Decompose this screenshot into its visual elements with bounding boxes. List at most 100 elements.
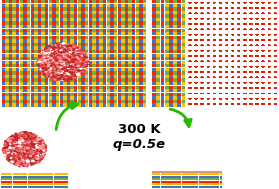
Circle shape <box>84 70 85 71</box>
Bar <box>23 7 27 11</box>
Circle shape <box>32 153 35 154</box>
Bar <box>132 25 135 28</box>
Circle shape <box>25 145 28 147</box>
Bar <box>169 86 173 89</box>
Circle shape <box>65 57 69 59</box>
Circle shape <box>65 71 69 73</box>
Bar <box>85 100 88 103</box>
Bar <box>5 46 8 50</box>
Bar <box>52 64 56 67</box>
Bar <box>190 183 194 185</box>
Circle shape <box>67 47 71 49</box>
Circle shape <box>24 134 27 137</box>
Bar <box>182 178 186 180</box>
Circle shape <box>51 74 53 75</box>
Circle shape <box>49 57 51 59</box>
Circle shape <box>32 158 36 160</box>
Circle shape <box>13 161 15 162</box>
Circle shape <box>33 144 35 146</box>
Circle shape <box>37 149 40 152</box>
Circle shape <box>16 163 20 166</box>
Bar <box>232 28 234 30</box>
Circle shape <box>73 54 76 56</box>
Circle shape <box>62 63 66 66</box>
Bar <box>45 25 48 28</box>
Circle shape <box>55 62 59 64</box>
Circle shape <box>15 145 19 147</box>
Circle shape <box>23 135 27 138</box>
Circle shape <box>53 63 56 65</box>
Circle shape <box>63 78 67 80</box>
Bar <box>225 61 228 62</box>
Circle shape <box>25 139 27 140</box>
Circle shape <box>74 70 76 72</box>
Circle shape <box>36 137 39 139</box>
Circle shape <box>9 145 10 146</box>
Circle shape <box>32 134 34 135</box>
Bar <box>78 103 81 107</box>
Circle shape <box>52 64 54 65</box>
Circle shape <box>39 143 41 144</box>
Bar <box>89 4 92 7</box>
Circle shape <box>62 77 66 79</box>
Bar <box>89 36 92 39</box>
Circle shape <box>84 57 86 59</box>
Circle shape <box>7 150 9 152</box>
Circle shape <box>25 158 29 161</box>
Bar <box>129 64 132 67</box>
Bar <box>56 32 59 36</box>
Bar <box>250 55 252 57</box>
Circle shape <box>64 64 66 66</box>
Circle shape <box>38 150 40 151</box>
Bar <box>118 103 121 107</box>
Circle shape <box>51 67 54 69</box>
Bar <box>9 75 12 78</box>
Bar <box>56 103 59 107</box>
Bar <box>100 89 103 92</box>
Bar <box>85 53 88 57</box>
Circle shape <box>66 50 68 51</box>
Bar <box>213 7 216 9</box>
Bar <box>31 29 34 32</box>
Circle shape <box>67 64 69 66</box>
Circle shape <box>41 68 45 70</box>
Circle shape <box>67 59 69 61</box>
Circle shape <box>23 146 27 148</box>
Circle shape <box>55 54 58 56</box>
Bar <box>31 14 34 18</box>
Circle shape <box>18 137 21 138</box>
Circle shape <box>29 162 32 163</box>
Circle shape <box>67 73 70 75</box>
Bar <box>238 92 240 94</box>
Circle shape <box>65 74 68 75</box>
Bar <box>274 60 276 62</box>
Circle shape <box>13 151 17 154</box>
Circle shape <box>43 59 45 60</box>
Circle shape <box>41 53 44 55</box>
Circle shape <box>31 156 34 158</box>
Bar <box>42 173 46 175</box>
Circle shape <box>5 150 9 153</box>
Bar <box>262 12 264 14</box>
Bar <box>16 46 19 50</box>
Bar <box>129 57 132 60</box>
Circle shape <box>22 161 25 163</box>
Circle shape <box>18 156 23 160</box>
Circle shape <box>66 45 69 47</box>
Circle shape <box>21 144 24 146</box>
Bar <box>74 71 77 75</box>
Circle shape <box>34 154 36 155</box>
Bar <box>169 0 173 3</box>
Bar <box>49 11 52 14</box>
Bar <box>262 71 264 73</box>
Circle shape <box>6 153 10 156</box>
Circle shape <box>85 59 89 62</box>
Bar <box>182 183 186 185</box>
Circle shape <box>24 151 28 154</box>
Bar <box>245 186 249 188</box>
Circle shape <box>63 74 66 76</box>
Circle shape <box>22 153 24 154</box>
Circle shape <box>12 146 16 149</box>
Circle shape <box>12 147 15 149</box>
Circle shape <box>29 162 32 163</box>
